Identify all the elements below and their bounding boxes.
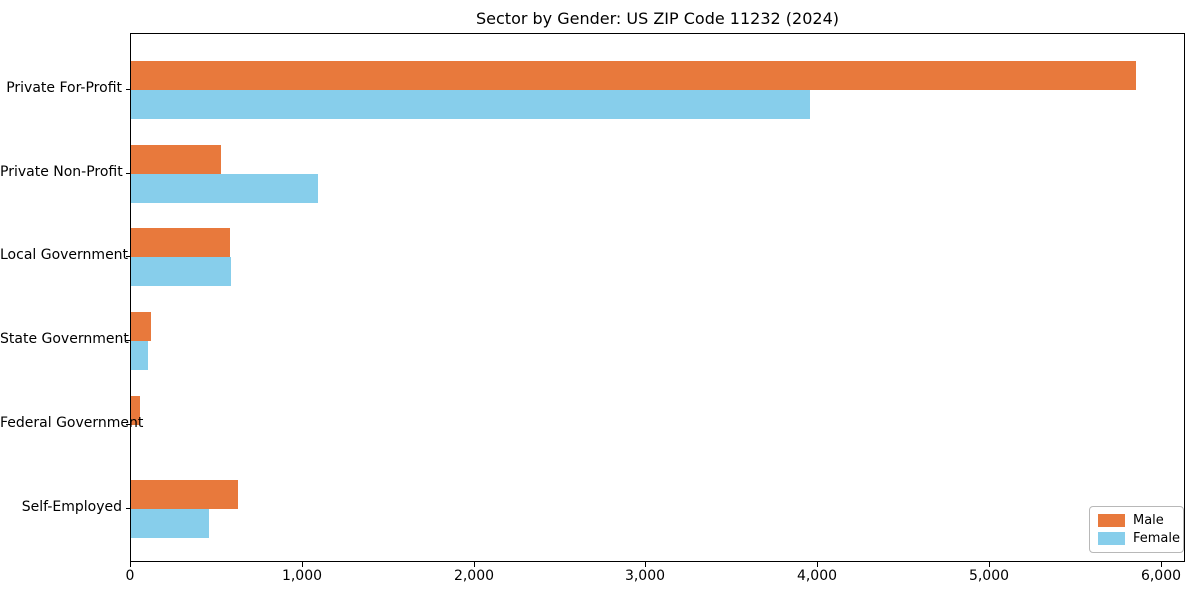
bar-male (131, 60, 1136, 90)
female-swatch (1098, 532, 1125, 545)
x-axis-tick (645, 562, 646, 567)
y-axis-label: Self-Employed (21, 498, 122, 515)
legend: Male Female (1089, 506, 1184, 553)
y-axis-label: Private For-Profit (6, 79, 122, 96)
legend-item-female: Female (1098, 531, 1180, 546)
y-axis-label: State Government (0, 331, 129, 348)
x-axis-tick (130, 562, 131, 567)
bar-female (131, 89, 810, 119)
x-axis-label: 0 (125, 568, 135, 584)
x-axis-label: 5,000 (968, 568, 1010, 584)
y-axis-tick (126, 256, 131, 258)
bar-female (131, 341, 148, 371)
legend-label-female: Female (1133, 531, 1181, 546)
x-axis-label: 4,000 (796, 568, 838, 584)
y-axis-tick (126, 507, 131, 509)
x-axis-tick (474, 562, 475, 567)
bar-male (131, 312, 151, 342)
legend-label-male: Male (1133, 513, 1164, 528)
bar-female (131, 173, 318, 203)
legend-item-male: Male (1098, 513, 1175, 528)
bar-male (131, 144, 221, 174)
male-swatch (1098, 514, 1125, 527)
x-axis-label: 3,000 (624, 568, 666, 584)
bar-male (131, 395, 140, 425)
bar-female (131, 508, 209, 538)
x-axis-tick (1161, 562, 1162, 567)
x-axis-label: 6,000 (1140, 568, 1182, 584)
y-axis-label: Federal Government (0, 414, 144, 431)
x-axis-tick (989, 562, 990, 567)
plot-area (130, 33, 1185, 562)
x-axis-tick (302, 562, 303, 567)
x-axis-tick (817, 562, 818, 567)
bar-male (131, 228, 230, 258)
x-axis-label: 1,000 (281, 568, 323, 584)
chart-title: Sector by Gender: US ZIP Code 11232 (202… (476, 9, 839, 28)
y-axis-tick (126, 423, 131, 425)
y-axis-tick (126, 340, 131, 342)
y-axis-label: Private Non-Profit (0, 163, 123, 180)
bar-male (131, 479, 238, 509)
y-axis-label: Local Government (0, 247, 129, 264)
bar-female (131, 257, 231, 287)
y-axis-tick (126, 172, 131, 174)
y-axis-tick (126, 88, 131, 90)
x-axis-label: 2,000 (453, 568, 495, 584)
